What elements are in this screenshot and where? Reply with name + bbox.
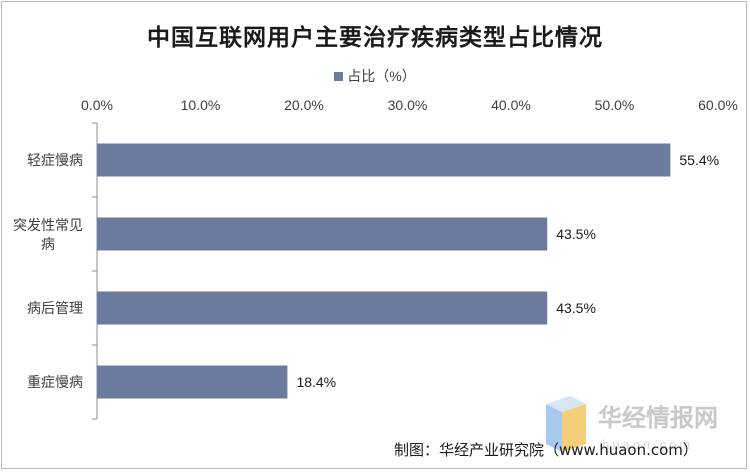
category-label: 重症慢病: [27, 374, 83, 391]
chart-title: 中国互联网用户主要治疗疾病类型占比情况: [147, 24, 603, 51]
bar: [97, 217, 548, 251]
legend-swatch: [334, 71, 344, 81]
data-label: 43.5%: [556, 300, 596, 316]
watermark-logo-shape: [562, 404, 586, 452]
data-label: 43.5%: [556, 226, 596, 242]
category-label: 病后管理: [27, 301, 83, 317]
data-label: 18.4%: [296, 374, 336, 390]
x-tick-label: 30.0%: [388, 97, 428, 113]
legend: 占比（%）: [2, 66, 748, 86]
category-label: 病: [41, 237, 55, 253]
x-tick-label: 0.0%: [81, 97, 113, 113]
bar: [97, 365, 288, 399]
watermark-logo-shape: [546, 396, 586, 412]
watermark-logo-shape: [546, 404, 562, 452]
bar: [97, 143, 671, 177]
watermark-url: huaon.com: [602, 437, 693, 452]
watermark-brand: 华经情报网: [598, 404, 718, 432]
legend-label: 占比（%）: [347, 68, 416, 84]
x-tick-label: 50.0%: [595, 97, 635, 113]
x-tick-label: 60.0%: [698, 97, 738, 113]
x-tick-label: 10.0%: [181, 97, 221, 113]
x-tick-label: 40.0%: [491, 97, 531, 113]
source-note: 制图：华经产业研究院（www.huaon.com）: [394, 441, 698, 459]
category-label: 轻症慢病: [27, 152, 83, 169]
x-tick-label: 20.0%: [284, 97, 324, 113]
bar: [97, 291, 548, 325]
category-label: 突发性常见: [13, 218, 83, 234]
data-label: 55.4%: [679, 152, 719, 168]
